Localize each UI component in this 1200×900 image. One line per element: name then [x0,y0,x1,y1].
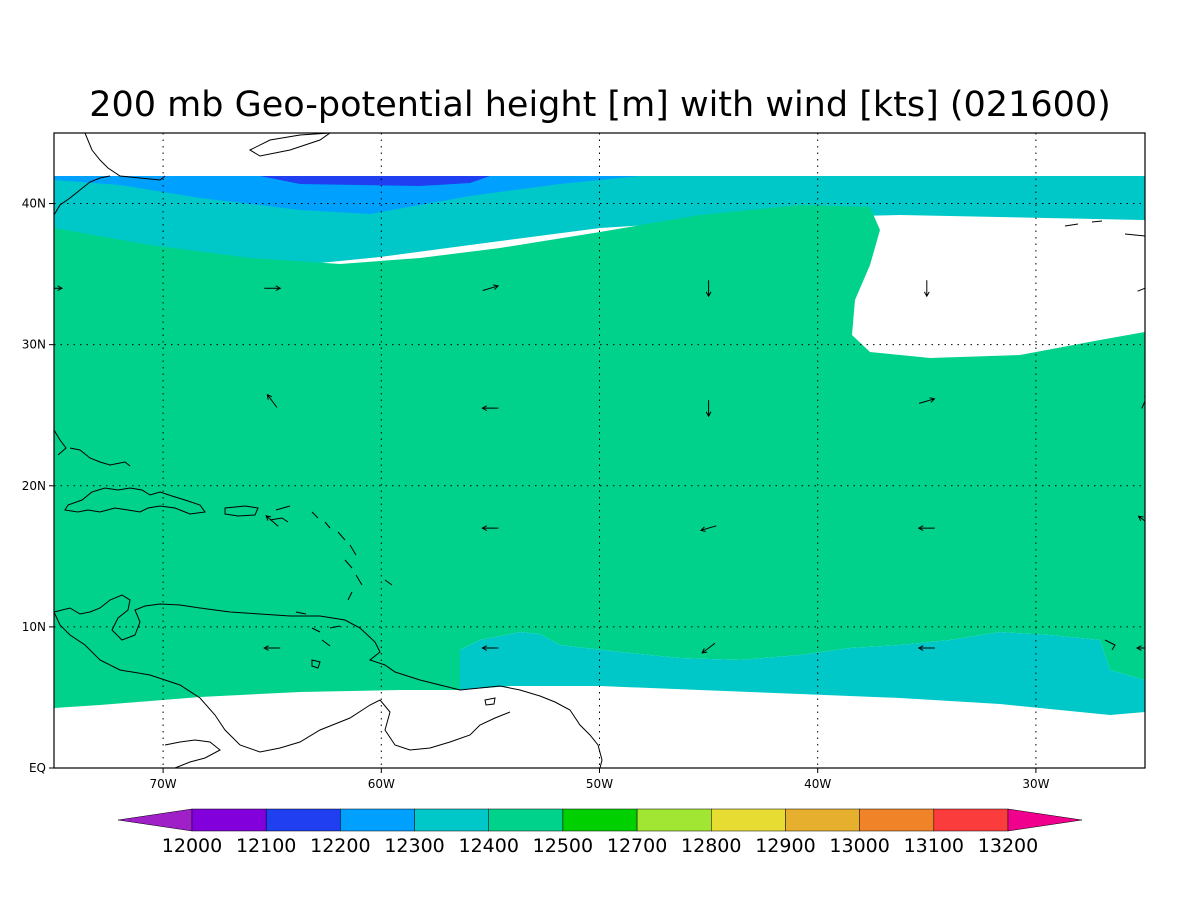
colorbar-label: 12100 [236,835,296,857]
colorbar-box [859,808,935,832]
lon-tick-label: 30W [1022,777,1049,791]
lon-tick-label: 40W [804,777,831,791]
wind-vector [482,284,500,291]
colorbar-high-triangle [1007,808,1083,832]
wind-vector [918,397,936,404]
wind-vector [701,642,716,654]
wind-vector [265,515,279,527]
contour-12200 [260,176,490,186]
colorbar-label: 12800 [681,835,741,857]
lon-tick-label: 50W [586,777,613,791]
coastlines [54,133,1145,768]
lat-tick-label: 40N [22,197,46,211]
lat-tick-label: 20N [22,479,46,493]
lat-tick-label: 10N [22,620,46,634]
wind-vector [699,525,717,532]
wind-vector [705,280,712,298]
colorbar-label: 13000 [829,835,889,857]
lat-tick-label: EQ [29,761,46,775]
colorbar-box [785,808,860,832]
map-title: 200 mb Geo-potential height [m] with win… [89,85,1111,125]
height-contour-fill [54,176,1145,715]
lon-tick-label: 60W [368,777,395,791]
colorbar-box [711,808,786,832]
wind-vector [1137,515,1145,522]
colorbar-label: 12700 [607,835,667,857]
colorbar-label: 12900 [755,835,815,857]
wind-vector [54,285,64,292]
colorbar-box [488,808,564,832]
wind-vector [264,285,282,292]
colorbar-label: 13100 [904,835,964,857]
wind-vector [1135,645,1145,651]
colorbar-label: 12300 [384,835,444,857]
wind-vector [481,525,499,531]
colorbar-label: 12200 [310,835,370,857]
wind-vector [1137,287,1145,292]
wind-vector [263,645,281,651]
contour-12400 [54,176,640,214]
lat-tick-label: 30N [22,338,46,352]
colorbar-label: 12500 [533,835,593,857]
colorbar-label: 12000 [162,835,222,857]
contour-12400-south [460,632,1145,715]
wind-vector [917,525,935,531]
colorbar-box [191,808,267,832]
wind-vector [481,405,499,412]
wind-vector [481,645,499,651]
wind-vector [1141,395,1145,409]
colorbar-box [636,808,712,832]
colorbar-box [265,808,341,832]
colorbar-label: 12400 [459,835,519,857]
wind-vector [705,400,712,418]
colorbar-box [414,808,489,832]
contour-12500 [54,205,1145,708]
wind-vectors [54,280,1145,654]
colorbar: 12000 12100 12200 12300 12400 12500 12700 12800… [117,808,1083,857]
colorbar-box [340,808,415,832]
colorbar-box [562,808,638,832]
colorbar-label: 13200 [978,835,1038,857]
lon-tick-label: 70W [150,777,177,791]
colorbar-low-triangle [117,808,193,832]
axis-labels: 70W 60W 50W 40W 30W EQ 10N 20N 30N 40N [22,197,1050,791]
wind-vector [266,393,278,408]
wind-vector [923,280,930,298]
wind-vector [917,645,935,651]
colorbar-box [933,808,1009,832]
